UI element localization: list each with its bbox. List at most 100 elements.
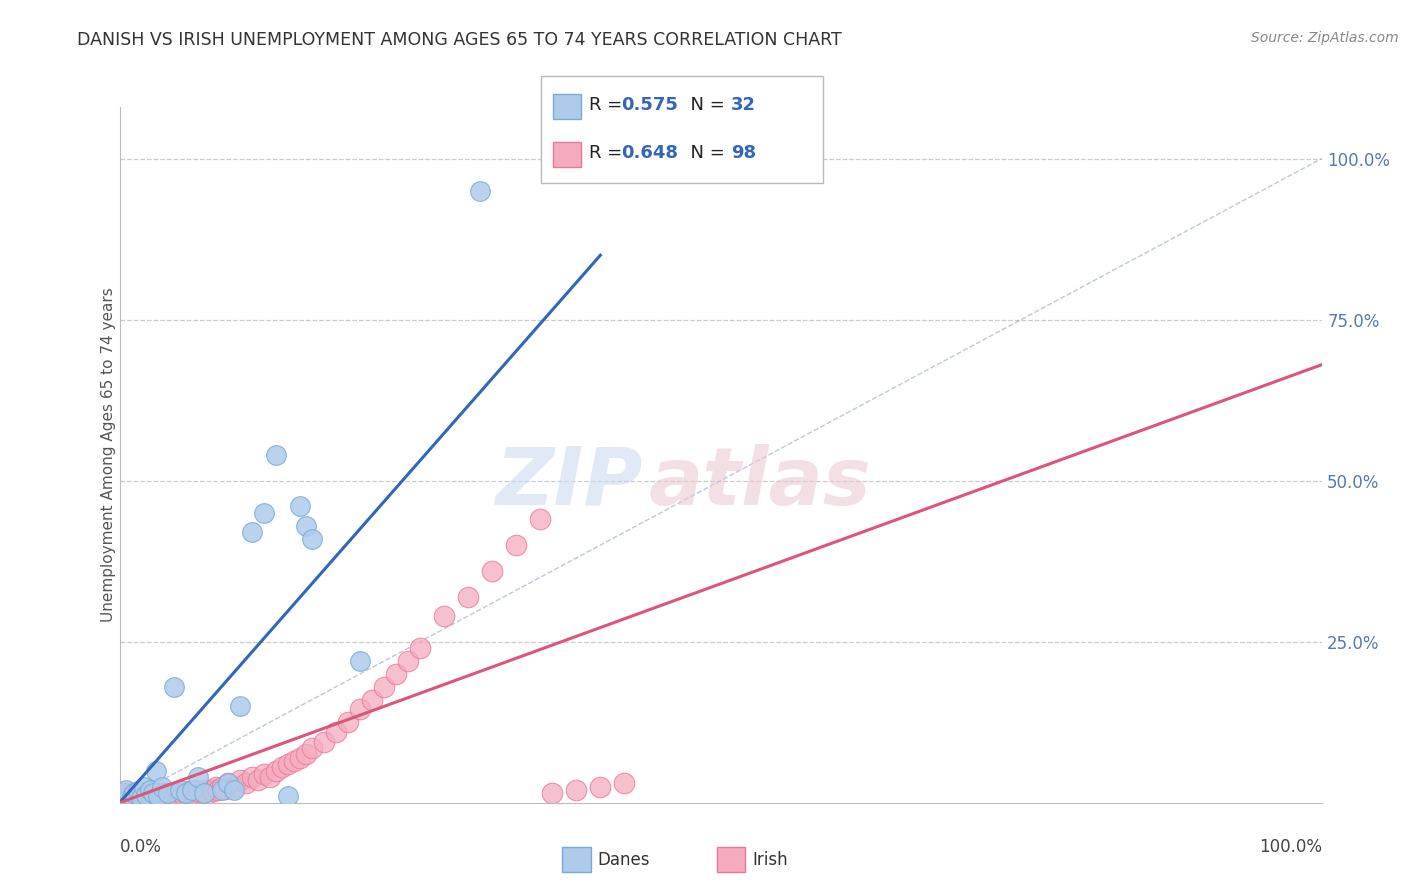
Point bbox=[121, 786, 143, 800]
Point bbox=[152, 789, 174, 804]
Point bbox=[277, 757, 299, 772]
Point bbox=[217, 776, 239, 790]
Point bbox=[222, 783, 245, 797]
Point bbox=[136, 786, 159, 800]
Point bbox=[613, 776, 636, 790]
Point bbox=[134, 788, 156, 802]
Point bbox=[312, 734, 335, 748]
Point bbox=[541, 786, 564, 800]
Point bbox=[127, 786, 149, 800]
Text: N =: N = bbox=[679, 96, 731, 114]
Text: Source: ZipAtlas.com: Source: ZipAtlas.com bbox=[1251, 31, 1399, 45]
Point bbox=[120, 788, 142, 802]
Point bbox=[132, 780, 155, 794]
Text: 32: 32 bbox=[731, 96, 756, 114]
Point bbox=[135, 788, 157, 802]
Point bbox=[131, 786, 153, 800]
Point bbox=[138, 789, 160, 804]
Text: Irish: Irish bbox=[752, 851, 787, 869]
Point bbox=[361, 692, 384, 706]
Point bbox=[129, 788, 152, 802]
Point bbox=[145, 764, 167, 778]
Point bbox=[529, 512, 551, 526]
Point bbox=[433, 609, 456, 624]
Point bbox=[214, 781, 236, 796]
Point bbox=[135, 790, 157, 805]
Point bbox=[146, 789, 169, 804]
Point bbox=[155, 786, 177, 800]
Point bbox=[301, 532, 323, 546]
Point bbox=[349, 654, 371, 668]
Point bbox=[211, 780, 233, 794]
Point bbox=[148, 788, 170, 802]
Text: 0.648: 0.648 bbox=[621, 145, 679, 162]
Point bbox=[146, 786, 169, 800]
Point bbox=[165, 786, 187, 800]
Point bbox=[295, 747, 318, 762]
Point bbox=[122, 786, 145, 800]
Point bbox=[142, 789, 165, 804]
Point bbox=[288, 750, 311, 764]
Point bbox=[157, 788, 180, 802]
Point bbox=[301, 741, 323, 756]
Point bbox=[112, 789, 135, 804]
Point bbox=[228, 773, 252, 788]
Point bbox=[283, 754, 305, 768]
Point bbox=[288, 500, 311, 514]
Text: 0.0%: 0.0% bbox=[120, 838, 162, 855]
Point bbox=[179, 784, 201, 798]
Point bbox=[166, 789, 188, 804]
Point bbox=[169, 783, 191, 797]
Point bbox=[146, 789, 169, 804]
Point bbox=[145, 790, 167, 805]
Point bbox=[139, 790, 162, 805]
Point bbox=[180, 786, 202, 800]
Point bbox=[169, 790, 191, 805]
Point bbox=[193, 786, 215, 800]
Point bbox=[235, 776, 257, 790]
Point bbox=[481, 564, 503, 578]
Point bbox=[114, 783, 136, 797]
Point bbox=[277, 789, 299, 804]
Point bbox=[240, 770, 263, 784]
Point bbox=[295, 518, 318, 533]
Point bbox=[396, 654, 419, 668]
Point bbox=[149, 790, 172, 805]
Point bbox=[264, 448, 287, 462]
Point bbox=[259, 770, 281, 784]
Point bbox=[114, 788, 136, 802]
Y-axis label: Unemployment Among Ages 65 to 74 years: Unemployment Among Ages 65 to 74 years bbox=[101, 287, 115, 623]
Point bbox=[589, 780, 612, 794]
Point bbox=[325, 725, 347, 739]
Point bbox=[138, 788, 160, 802]
Point bbox=[176, 788, 198, 802]
Point bbox=[173, 789, 195, 804]
Text: ZIP: ZIP bbox=[495, 443, 643, 522]
Point bbox=[468, 184, 492, 198]
Point bbox=[163, 790, 186, 805]
Point bbox=[565, 783, 588, 797]
Point bbox=[128, 789, 150, 804]
Point bbox=[127, 784, 149, 798]
Point bbox=[125, 790, 148, 805]
Point bbox=[156, 789, 179, 804]
Point bbox=[211, 783, 233, 797]
Point bbox=[222, 780, 245, 794]
Point bbox=[193, 783, 215, 797]
Point bbox=[270, 760, 292, 774]
Point bbox=[122, 789, 145, 804]
Point bbox=[187, 770, 209, 784]
Point bbox=[228, 699, 252, 714]
Point bbox=[174, 786, 197, 800]
Point bbox=[204, 780, 226, 794]
Point bbox=[142, 786, 165, 800]
Point bbox=[150, 780, 173, 794]
Text: 0.575: 0.575 bbox=[621, 96, 678, 114]
Point bbox=[336, 715, 359, 730]
Text: R =: R = bbox=[589, 145, 628, 162]
Point bbox=[121, 789, 143, 804]
Point bbox=[457, 590, 479, 604]
Text: atlas: atlas bbox=[648, 443, 872, 522]
Text: 100.0%: 100.0% bbox=[1258, 838, 1322, 855]
Point bbox=[187, 784, 209, 798]
